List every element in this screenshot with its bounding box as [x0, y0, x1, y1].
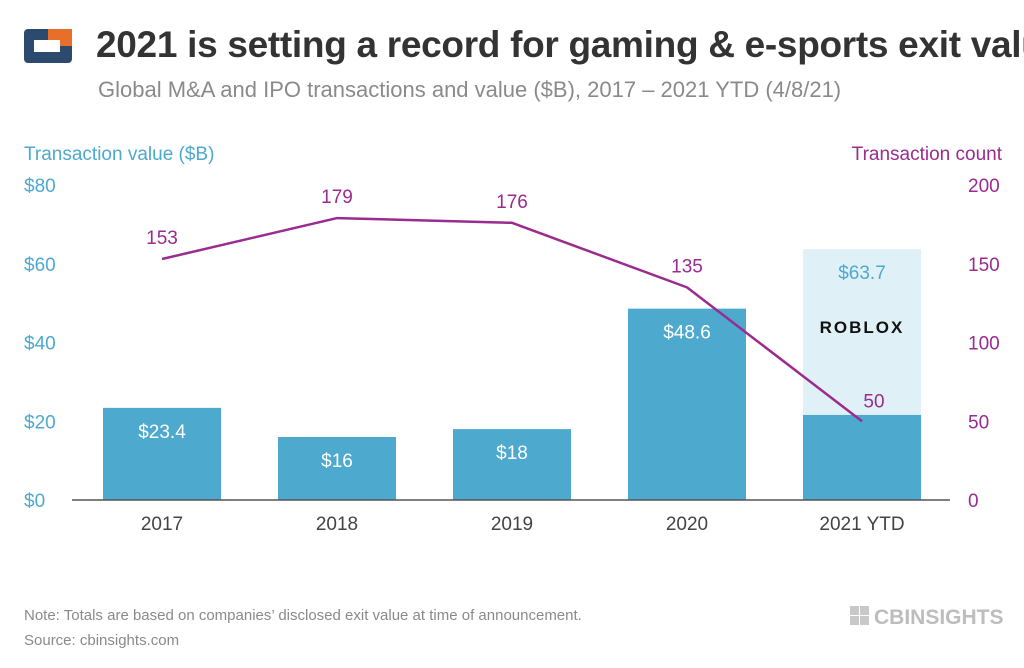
bar-ytd-total-label: $63.7 — [838, 263, 886, 284]
left-tick-label: $0 — [24, 491, 45, 512]
brand-wordmark: CBINSIGHTS — [874, 606, 1004, 629]
combo-chart: $63.7 ROBLOX $23.4 $16 $18 $48.6 153 179 176 135 5… — [24, 144, 1003, 535]
cb-insights-logo — [24, 29, 72, 63]
right-tick-label: 200 — [968, 176, 1000, 197]
count-label: 179 — [321, 187, 353, 208]
count-label: 176 — [496, 192, 528, 213]
x-tick-label: 2018 — [316, 514, 358, 535]
cbinsights-brand: CBINSIGHTS — [850, 606, 1004, 629]
bar — [103, 407, 221, 500]
left-tick-label: $40 — [24, 334, 56, 355]
chart-subtitle: Global M&A and IPO transactions and valu… — [98, 77, 842, 102]
right-tick-label: 150 — [968, 255, 1000, 276]
left-tick-label: $80 — [24, 176, 56, 197]
footnote: Note: Totals are based on companies’ dis… — [24, 607, 582, 624]
left-tick-label: $20 — [24, 412, 56, 433]
bar-value-label: $16 — [321, 451, 353, 472]
count-line — [161, 216, 863, 423]
right-axis-title: Transaction count — [852, 144, 1003, 165]
right-tick-label: 100 — [968, 334, 1000, 355]
count-label: 50 — [863, 391, 884, 412]
count-label: 135 — [671, 256, 703, 277]
bar — [628, 308, 746, 500]
chart-title: 2021 is setting a record for gaming & e-… — [96, 24, 1024, 65]
x-tick-label: 2017 — [141, 514, 183, 535]
bar — [453, 429, 571, 500]
bar-value-label: $48.6 — [663, 323, 711, 344]
x-tick-label: 2020 — [666, 514, 708, 535]
roblox-wordmark: ROBLOX — [820, 318, 905, 337]
bar — [278, 437, 396, 500]
right-tick-label: 0 — [968, 491, 979, 512]
left-tick-label: $60 — [24, 255, 56, 276]
right-tick-label: 50 — [968, 412, 989, 433]
count-label: 153 — [146, 228, 178, 249]
bar-value-label: $18 — [496, 443, 528, 464]
bar-value-label: $23.4 — [138, 422, 186, 443]
source-line: Source: cbinsights.com — [24, 632, 180, 649]
x-tick-label: 2021 YTD — [819, 514, 904, 535]
bar — [803, 414, 921, 500]
left-axis-title: Transaction value ($B) — [24, 144, 214, 165]
x-tick-label: 2019 — [491, 514, 533, 535]
